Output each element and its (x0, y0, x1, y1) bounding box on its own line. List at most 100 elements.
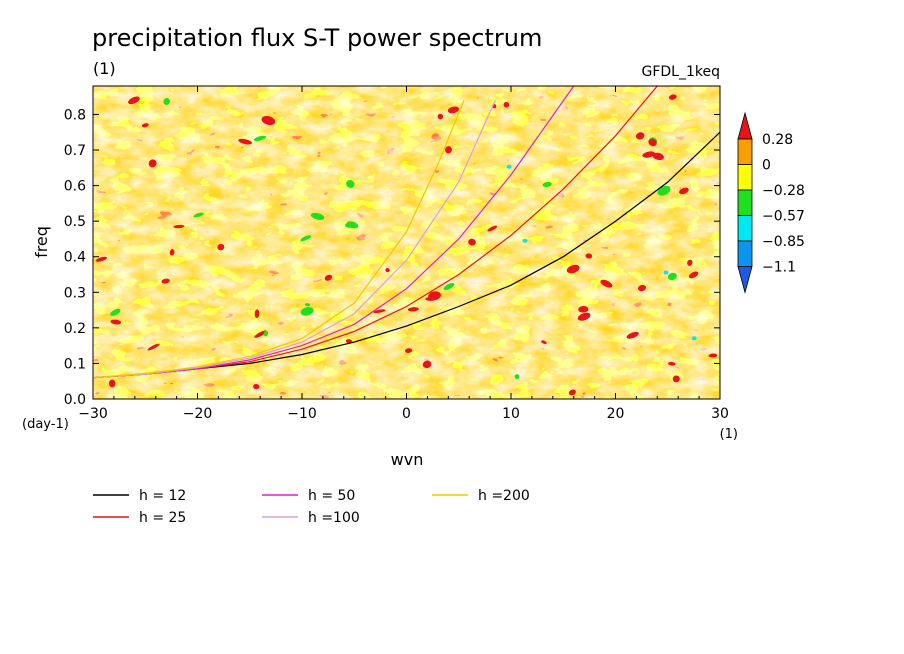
heatmap-speck (254, 330, 267, 338)
heatmap-speck (422, 360, 432, 369)
heatmap-speck (657, 185, 671, 196)
heatmap-speck (487, 225, 498, 232)
heatmap-speck (95, 256, 108, 262)
heatmap-speck (577, 312, 591, 321)
heatmap-speck (385, 268, 390, 273)
chart-subtitle-left: (1) (93, 59, 116, 78)
colorbar-label: 0 (762, 158, 771, 174)
colorbar-label: −0.57 (762, 209, 805, 225)
heatmap-speck (447, 106, 459, 114)
heatmap-speck (506, 164, 512, 169)
heatmap-speck (667, 272, 677, 281)
heatmap-speck (161, 278, 170, 284)
heatmap-speck (173, 224, 185, 229)
heatmap-speck (254, 309, 260, 318)
heatmap-speck (578, 306, 589, 313)
heatmap-speck (147, 343, 160, 351)
colorbar-label: −0.28 (762, 183, 805, 199)
y-tick-label: 0.1 (64, 356, 86, 372)
heatmap-speck (626, 331, 639, 339)
series-line (93, 99, 496, 379)
y-tick-label: 0.6 (64, 179, 86, 195)
heatmap-speck (445, 146, 452, 154)
legend-label: h =100 (308, 510, 360, 526)
heatmap-speck (148, 159, 157, 168)
heatmap-speck (128, 96, 140, 105)
heatmap-speck (324, 274, 333, 281)
heatmap-speck (691, 336, 697, 341)
heatmap-specks (95, 94, 718, 396)
y-tick-label: 0.5 (64, 214, 86, 230)
heatmap-speck (688, 271, 699, 279)
heatmap-speck (238, 138, 252, 145)
heatmap-speck (304, 303, 311, 307)
heatmap-speck (217, 243, 225, 251)
series-line (93, 99, 465, 379)
heatmap-speck (428, 291, 441, 301)
heatmap-speck (522, 238, 528, 243)
legend-label: h =200 (478, 488, 530, 504)
heatmap-speck (253, 383, 260, 390)
heatmap-speck (405, 348, 413, 353)
heatmap-speck (261, 115, 276, 126)
heatmap-speck (600, 279, 613, 288)
heatmap-speck (642, 151, 656, 158)
x-axis: −30 −20 −10 0 10 20 30 (78, 86, 729, 422)
colorbar-label: −0.85 (762, 234, 805, 250)
dispersion-curves (93, 86, 720, 379)
heatmap-speck (193, 212, 204, 218)
heatmap-speck (708, 353, 718, 358)
heatmap-speck (346, 221, 359, 229)
heatmap-speck (541, 340, 547, 344)
heatmap-speck (637, 284, 647, 292)
heatmap-speck (300, 307, 314, 316)
y-tick-label: 0.8 (64, 107, 86, 123)
colorbar-cap-top (737, 111, 753, 140)
heatmap-speck (687, 259, 693, 266)
colorbar-cap-bottom (737, 266, 753, 295)
heatmap-speck (310, 212, 325, 220)
heatmap-speck (663, 270, 669, 275)
heatmap-speck (443, 282, 455, 291)
heatmap-speck (542, 181, 552, 187)
heatmap-speck (108, 379, 116, 388)
x-tick-label: 0 (402, 406, 411, 422)
x-tick-label: −30 (78, 406, 108, 422)
colorbar-segment (737, 215, 753, 242)
x-tick-label: −10 (287, 406, 317, 422)
heatmap-speck (468, 238, 476, 246)
y-tick-label: 0.3 (64, 285, 86, 301)
y-axis-unit: (day-1) (22, 417, 69, 432)
x-tick-label: −20 (183, 406, 213, 422)
heatmap-speck (141, 123, 149, 128)
heatmap-speck (346, 180, 355, 188)
heatmap-speck (163, 97, 170, 105)
y-tick-label: 0.7 (64, 143, 86, 159)
legend-label: h = 12 (139, 488, 186, 504)
x-axis-label: wvn (391, 450, 424, 469)
colorbar-segment (737, 164, 753, 191)
plot-area (93, 86, 720, 399)
heatmap-speck (503, 101, 510, 108)
chart-title: precipitation flux S-T power spectrum (92, 24, 542, 52)
colorbar-segment (737, 138, 753, 165)
x-tick-label: 20 (607, 406, 625, 422)
heatmap-speck (566, 264, 580, 274)
y-axis: 0.0 0.1 0.2 0.3 0.4 0.5 0.6 0.7 0.8 (64, 107, 720, 408)
heatmap-speck (668, 361, 676, 366)
heatmap-speck (407, 307, 419, 312)
legend-label: h = 50 (308, 488, 355, 504)
heatmap-speck (652, 152, 664, 161)
heatmap-speck (110, 308, 121, 316)
heatmap-speck (679, 187, 689, 195)
y-tick-label: 0.2 (64, 321, 86, 337)
x-tick-label: 30 (711, 406, 729, 422)
heatmap-speck (169, 249, 175, 256)
heatmap-speck (672, 375, 680, 383)
heatmap-speck (585, 253, 593, 259)
heatmap-speck (110, 319, 122, 325)
heatmap-speck (373, 309, 386, 314)
legend: h = 12 h = 25 h = 50 h =100 h =200 (93, 488, 530, 526)
y-axis-label: freq (32, 226, 51, 258)
